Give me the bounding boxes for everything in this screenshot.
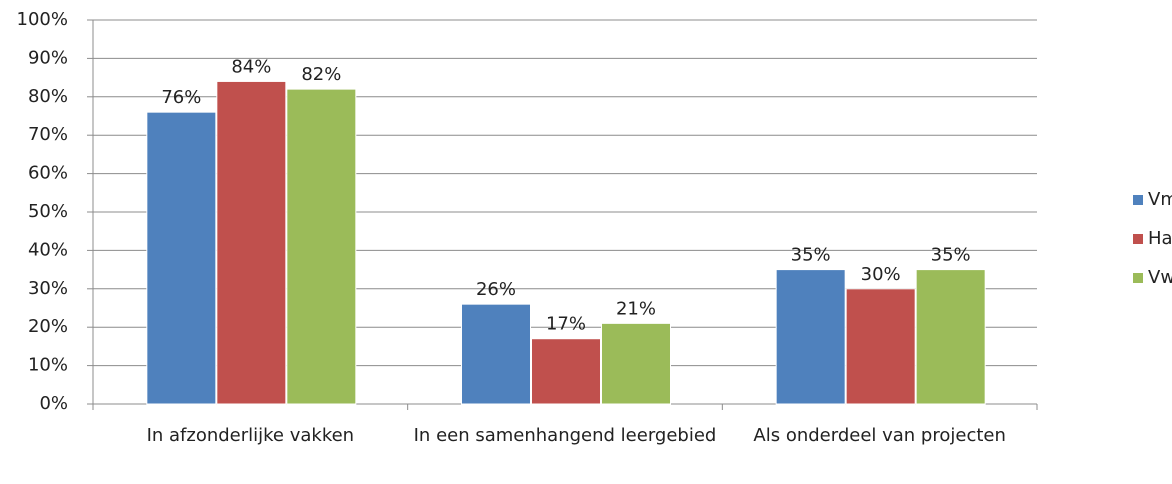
legend-swatch xyxy=(1133,234,1143,244)
data-label: 26% xyxy=(476,279,516,300)
y-tick-label: 50% xyxy=(28,201,68,222)
legend-swatch xyxy=(1133,195,1143,205)
data-label: 35% xyxy=(791,245,831,266)
data-label: 76% xyxy=(161,87,201,108)
legend-label: Vmbo xyxy=(1148,189,1172,210)
data-label: 30% xyxy=(861,264,901,285)
bar xyxy=(915,269,986,405)
data-label: 84% xyxy=(231,56,271,77)
y-tick-label: 60% xyxy=(28,163,68,184)
y-tick-label: 30% xyxy=(28,278,68,299)
y-tick-label: 100% xyxy=(17,9,68,30)
y-tick-label: 20% xyxy=(28,316,68,337)
bar xyxy=(601,322,671,405)
bar xyxy=(286,88,357,405)
data-label: 35% xyxy=(931,245,971,266)
legend-label: Havo xyxy=(1148,228,1172,249)
y-tick-label: 0% xyxy=(39,393,68,414)
bar xyxy=(146,111,217,405)
x-tick-label: In een samenhangend leergebied xyxy=(413,425,717,446)
bar xyxy=(216,80,287,405)
data-label: 21% xyxy=(616,298,656,319)
bar xyxy=(531,338,601,405)
y-tick-label: 70% xyxy=(28,124,68,145)
x-tick-label: In afzonderlijke vakken xyxy=(146,425,355,446)
bar xyxy=(845,288,916,405)
y-tick-label: 90% xyxy=(28,47,68,68)
legend-label: Vwo xyxy=(1148,267,1172,288)
x-tick-label: Als onderdeel van projecten xyxy=(753,425,1006,446)
y-tick-label: 10% xyxy=(28,355,68,376)
data-label: 17% xyxy=(546,314,586,335)
y-tick-label: 80% xyxy=(28,86,68,107)
legend-swatch xyxy=(1133,273,1143,283)
y-tick-label: 40% xyxy=(28,239,68,260)
data-label: 82% xyxy=(301,64,341,85)
bar xyxy=(461,303,531,405)
bar xyxy=(775,269,846,405)
